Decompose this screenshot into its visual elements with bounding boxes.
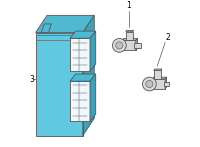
Polygon shape bbox=[122, 39, 137, 40]
Polygon shape bbox=[41, 24, 51, 32]
Polygon shape bbox=[165, 77, 167, 89]
Polygon shape bbox=[122, 40, 136, 50]
Polygon shape bbox=[36, 32, 83, 136]
Polygon shape bbox=[83, 15, 94, 136]
Circle shape bbox=[112, 39, 126, 52]
Polygon shape bbox=[154, 70, 161, 79]
Polygon shape bbox=[164, 82, 169, 86]
Circle shape bbox=[142, 77, 156, 91]
Polygon shape bbox=[70, 38, 90, 71]
Text: 1: 1 bbox=[126, 1, 131, 10]
Polygon shape bbox=[152, 77, 167, 79]
Polygon shape bbox=[126, 30, 134, 32]
Polygon shape bbox=[70, 31, 96, 38]
Polygon shape bbox=[152, 79, 165, 89]
Polygon shape bbox=[36, 15, 94, 32]
Text: 2: 2 bbox=[166, 33, 171, 42]
Polygon shape bbox=[90, 31, 96, 71]
Polygon shape bbox=[136, 39, 137, 50]
Circle shape bbox=[116, 42, 123, 49]
Circle shape bbox=[146, 80, 153, 88]
Polygon shape bbox=[70, 81, 90, 121]
Polygon shape bbox=[126, 32, 133, 40]
Polygon shape bbox=[90, 74, 96, 121]
Polygon shape bbox=[70, 74, 96, 81]
Text: 3: 3 bbox=[30, 75, 34, 83]
Polygon shape bbox=[134, 43, 141, 47]
Polygon shape bbox=[154, 69, 162, 70]
